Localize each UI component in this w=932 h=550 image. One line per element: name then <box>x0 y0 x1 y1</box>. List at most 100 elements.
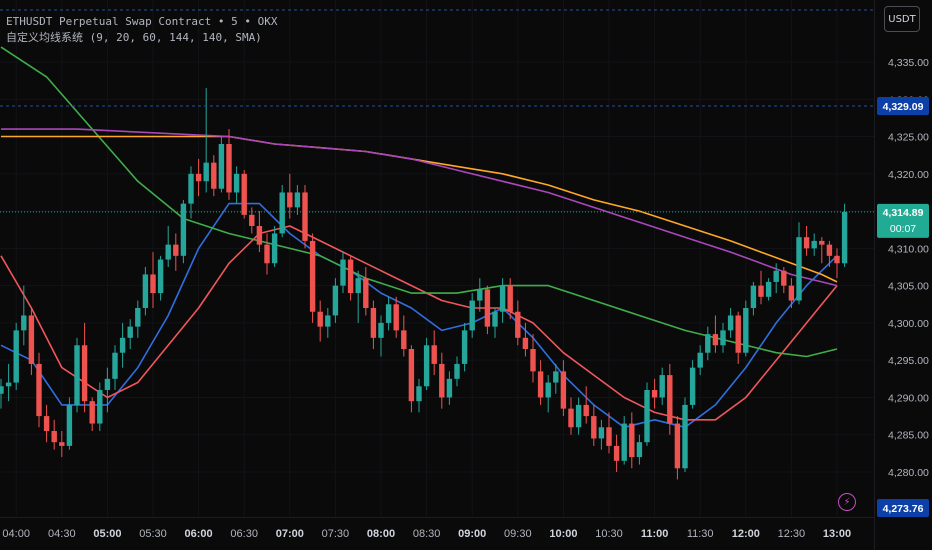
flash-icon[interactable]: ⚡ <box>838 493 856 511</box>
time-tick-label: 07:30 <box>322 528 350 540</box>
candle <box>484 285 491 335</box>
candle <box>636 434 643 465</box>
candle <box>264 233 270 275</box>
candle-body <box>81 345 88 402</box>
currency-button[interactable]: USDT <box>884 6 920 32</box>
candle <box>112 345 118 390</box>
candle <box>294 185 301 215</box>
candle <box>165 226 171 267</box>
candle <box>119 322 126 368</box>
candle <box>135 300 141 338</box>
candle <box>51 419 57 450</box>
time-tick-label: 06:30 <box>230 528 258 540</box>
candle-body <box>606 427 612 446</box>
candle-body <box>484 289 491 327</box>
candle-body <box>416 386 422 402</box>
candle-body <box>188 173 194 204</box>
ma-line-ma-9 <box>0 202 838 429</box>
candle-body <box>43 416 50 431</box>
candle <box>408 345 415 413</box>
candle-body <box>302 192 308 241</box>
candle-body <box>203 162 209 182</box>
candle-body <box>659 375 665 398</box>
candle <box>89 397 95 431</box>
time-tick-label: 07:00 <box>276 528 304 540</box>
time-axis[interactable]: 04:00 04:30 05:00 05:30 06:00 06:30 07:00 07:30… <box>2 528 851 540</box>
candle <box>241 170 247 219</box>
candle-body <box>431 345 437 364</box>
candle-body <box>28 315 35 364</box>
candle <box>5 363 12 402</box>
candle-body <box>309 240 316 312</box>
candle-body <box>689 367 696 405</box>
candle <box>560 360 567 417</box>
candle-body <box>165 244 171 260</box>
candle <box>515 300 521 346</box>
candle-body <box>150 274 156 294</box>
price-axis[interactable]: 4,280.00 4,285.00 4,290.00 4,295.00 4,300.00… <box>888 57 929 479</box>
price-tick-label: 4,325.00 <box>888 132 929 144</box>
candle <box>211 155 217 197</box>
candle-body <box>264 244 270 264</box>
candle <box>629 412 635 469</box>
candle-body <box>370 308 377 338</box>
candle <box>644 382 650 446</box>
candle <box>401 315 407 357</box>
candle <box>340 252 346 294</box>
candle <box>423 337 430 390</box>
candle <box>477 278 483 312</box>
candle <box>826 240 833 267</box>
candle <box>705 326 711 361</box>
candle <box>492 308 498 338</box>
time-tick-label: 13:00 <box>823 528 851 540</box>
time-tick-label: 09:30 <box>504 528 532 540</box>
candle <box>157 255 164 301</box>
candle-body <box>537 371 544 398</box>
candle <box>553 363 559 394</box>
candle-body <box>492 311 498 327</box>
candle-body <box>560 371 567 409</box>
candle <box>287 173 293 219</box>
candle-body <box>469 300 475 331</box>
candle <box>667 363 673 435</box>
candle-body <box>841 211 848 264</box>
candle-body <box>317 311 323 327</box>
candle-body <box>598 427 605 439</box>
candle <box>446 371 453 405</box>
candle-body <box>553 371 559 383</box>
candle-body <box>279 192 285 234</box>
candle <box>59 431 65 458</box>
candle <box>150 252 156 308</box>
candle-body <box>355 278 361 294</box>
candle <box>743 300 749 357</box>
candle-body <box>583 404 589 417</box>
candle <box>188 166 194 219</box>
candle-body <box>454 363 460 379</box>
symbol-title[interactable]: ETHUSDT Perpetual Swap Contract • 5 • OK… <box>6 15 278 28</box>
candle-body <box>97 390 103 424</box>
candle-body <box>180 203 187 256</box>
candle <box>173 233 179 271</box>
high-price-value: 4,329.09 <box>883 101 924 113</box>
candle-body <box>499 285 506 312</box>
candle-body <box>667 375 673 424</box>
candle <box>796 222 802 305</box>
indicator-title[interactable]: 自定义均线系统 (9, 20, 60, 144, 140, SMA) <box>6 31 262 44</box>
candle <box>279 185 285 238</box>
candle-body <box>195 173 202 182</box>
candle-body <box>773 270 779 282</box>
candle-body <box>249 214 255 226</box>
time-tick-label: 08:00 <box>367 528 395 540</box>
candle-body <box>233 173 240 193</box>
candle-body <box>21 315 27 331</box>
candle <box>370 300 377 349</box>
candle-body <box>157 259 164 294</box>
candle <box>28 308 35 376</box>
candle <box>104 367 111 413</box>
candle-body <box>439 363 445 398</box>
candle-body <box>568 408 574 428</box>
chart-legend[interactable]: ETHUSDT Perpetual Swap Contract • 5 • OK… <box>6 14 278 46</box>
candle-body <box>819 240 825 245</box>
candle-body <box>332 285 339 316</box>
